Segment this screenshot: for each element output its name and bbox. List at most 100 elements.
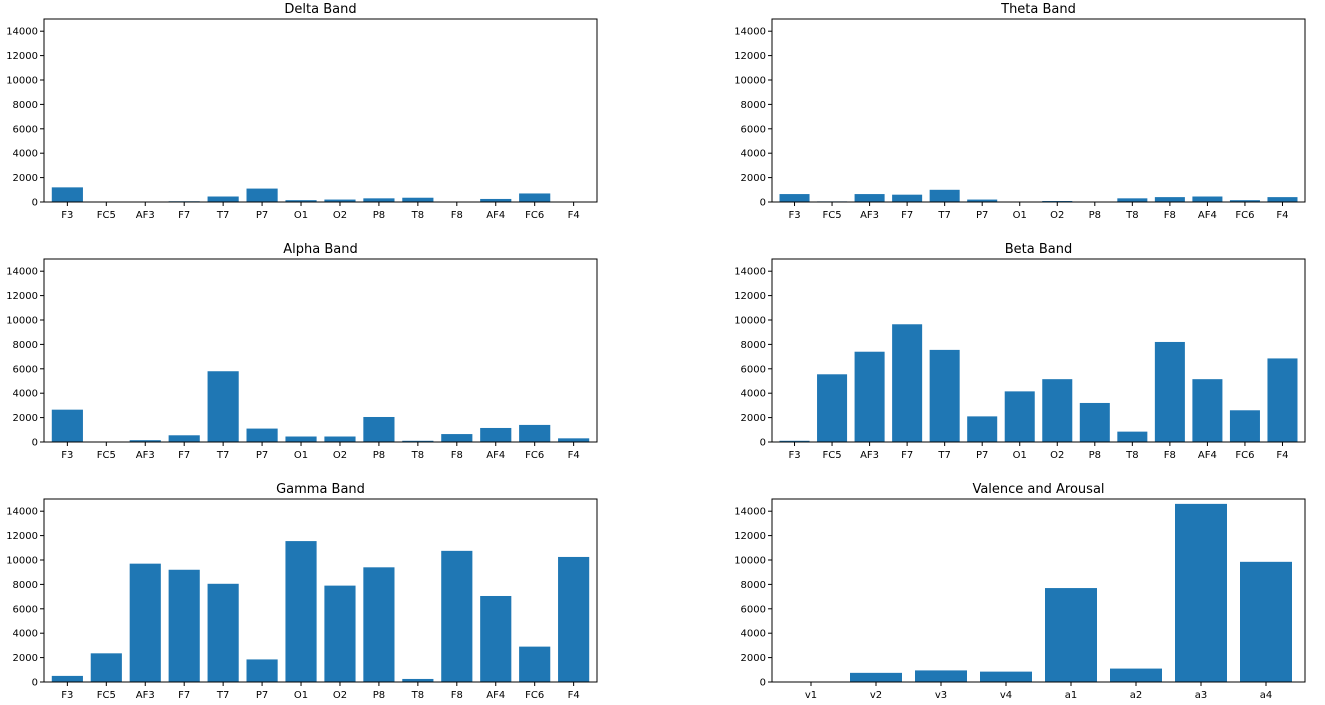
delta-band-xtick-label: F3: [61, 210, 73, 221]
alpha-band-ytick-label: 14000: [6, 267, 38, 278]
alpha-band-ytick-label: 2000: [13, 413, 38, 424]
alpha-band-xtick-label: P8: [373, 450, 385, 461]
delta-band-xtick-label: O2: [333, 210, 347, 221]
gamma-band-bar-f7: [168, 569, 200, 682]
gamma-band-title: Gamma Band: [276, 482, 365, 497]
delta-band-xtick-label: AF3: [136, 210, 155, 221]
delta-band-ytick-label: 6000: [13, 124, 38, 135]
alpha-band-bar-o2: [324, 436, 356, 442]
delta-band-xtick-label: T7: [216, 210, 229, 221]
theta-band-bar-t8: [1117, 198, 1148, 202]
delta-band-xtick-label: FC6: [525, 210, 544, 221]
alpha-band-xtick-label: FC5: [97, 450, 116, 461]
alpha-band-xtick-label: O2: [333, 450, 347, 461]
theta-band-bar-f7: [892, 194, 923, 202]
valence-and-arousal-bar-v2: [850, 672, 902, 682]
valence-and-arousal-xtick-label: v2: [870, 690, 882, 701]
theta-band-ytick-label: 2000: [741, 173, 766, 184]
alpha-band-bar-o1: [285, 436, 317, 442]
beta-band-bar-f7: [892, 324, 923, 442]
theta-band-bar-fc6: [1229, 200, 1260, 202]
theta-band-bar-f4: [1267, 197, 1298, 202]
gamma-band-ytick-label: 0: [32, 678, 38, 689]
beta-band-xtick-label: P8: [1089, 450, 1101, 461]
alpha-band-xtick-label: O1: [294, 450, 308, 461]
beta-band-bar-o2: [1042, 379, 1073, 442]
theta-band-xtick-label: O2: [1050, 210, 1064, 221]
gamma-band-bar-p8: [363, 567, 395, 682]
theta-band-ytick-label: 6000: [741, 124, 766, 135]
valence-and-arousal-ytick-label: 12000: [734, 531, 766, 542]
valence-and-arousal-xtick-label: a1: [1065, 690, 1078, 701]
theta-band-title: Theta Band: [1000, 2, 1076, 17]
theta-band-ytick-label: 8000: [741, 100, 766, 111]
valence-and-arousal-ytick-label: 6000: [741, 604, 766, 615]
gamma-band-bar-t8: [402, 678, 434, 682]
gamma-band-xtick-label: FC5: [97, 690, 116, 701]
valence-and-arousal-ytick-label: 14000: [734, 507, 766, 518]
alpha-band-bar-p7: [246, 428, 278, 442]
theta-band-ytick-label: 12000: [734, 51, 766, 62]
valence-and-arousal-bar-a1: [1045, 588, 1097, 682]
beta-band-bar-f4: [1267, 358, 1298, 442]
valence-and-arousal-ytick-label: 8000: [741, 580, 766, 591]
valence-and-arousal-bar-v3: [915, 670, 967, 682]
delta-band-xtick-label: F7: [178, 210, 190, 221]
gamma-band-axes-frame: [43, 498, 598, 683]
alpha-band-xtick-label: FC6: [525, 450, 544, 461]
theta-band-xtick-label: T7: [937, 210, 950, 221]
alpha-band-ytick-label: 10000: [6, 316, 38, 327]
gamma-band-xtick-label: O1: [294, 690, 308, 701]
delta-band-xtick-label: F8: [451, 210, 463, 221]
alpha-band-xtick-label: AF3: [136, 450, 155, 461]
gamma-band-bar-af3: [129, 563, 161, 682]
delta-band-bar-f3: [51, 187, 83, 202]
gamma-band-bar-t7: [207, 583, 239, 682]
theta-band-axes-frame: [771, 18, 1306, 203]
theta-band-bar-p7: [967, 199, 998, 202]
theta-band-xtick-label: AF3: [860, 210, 879, 221]
gamma-band-bar-f8: [441, 550, 473, 682]
valence-and-arousal-xtick-label: a2: [1130, 690, 1143, 701]
delta-band-bar-t7: [207, 196, 239, 202]
theta-band-xtick-label: FC6: [1235, 210, 1254, 221]
gamma-band-bar-fc5: [90, 653, 122, 682]
theta-band-ytick-label: 14000: [734, 27, 766, 38]
delta-band-xtick-label: O1: [294, 210, 308, 221]
beta-band-ytick-label: 0: [760, 438, 766, 449]
beta-band-ytick-label: 6000: [741, 364, 766, 375]
beta-band-ytick-label: 12000: [734, 291, 766, 302]
beta-band-xtick-label: F3: [788, 450, 800, 461]
valence-and-arousal-bar-a2: [1110, 668, 1162, 682]
theta-band-ytick-label: 4000: [741, 149, 766, 160]
delta-band-bar-o2: [324, 199, 356, 202]
beta-band-xtick-label: AF4: [1198, 450, 1217, 461]
beta-band-bar-f8: [1154, 341, 1185, 442]
beta-band-ytick-label: 4000: [741, 389, 766, 400]
delta-band-ytick-label: 0: [32, 198, 38, 209]
gamma-band-xtick-label: F7: [178, 690, 190, 701]
beta-band-xtick-label: AF3: [860, 450, 879, 461]
gamma-band-bar-fc6: [519, 646, 551, 682]
beta-band-bar-p7: [967, 416, 998, 442]
gamma-band-ytick-label: 8000: [13, 580, 38, 591]
alpha-band-bar-f4: [558, 438, 590, 442]
delta-band-ytick-label: 14000: [6, 27, 38, 38]
delta-band-bar-t8: [402, 197, 434, 202]
valence-and-arousal-xtick-label: a3: [1195, 690, 1208, 701]
valence-and-arousal-xtick-label: v1: [805, 690, 817, 701]
gamma-band-xtick-label: F4: [568, 690, 580, 701]
gamma-band-xtick-label: FC6: [525, 690, 544, 701]
theta-band-xtick-label: T8: [1125, 210, 1138, 221]
beta-band-ytick-label: 2000: [741, 413, 766, 424]
delta-band-ytick-label: 4000: [13, 149, 38, 160]
valence-and-arousal-bar-a4: [1240, 561, 1292, 682]
theta-band-bar-af4: [1192, 196, 1223, 202]
delta-band-xtick-label: P7: [256, 210, 268, 221]
alpha-band-bar-fc6: [519, 424, 551, 442]
gamma-band-xtick-label: AF4: [486, 690, 505, 701]
beta-band-bar-f3: [779, 440, 810, 442]
alpha-band-xtick-label: F8: [451, 450, 463, 461]
gamma-band-xtick-label: P8: [373, 690, 385, 701]
theta-band-bar-af3: [854, 194, 885, 202]
